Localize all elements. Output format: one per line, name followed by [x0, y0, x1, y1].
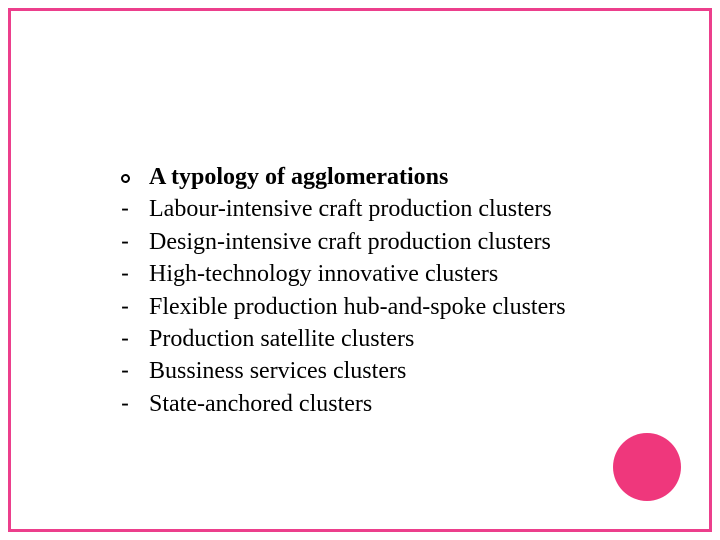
dash-bullet-icon: - [121, 193, 149, 225]
list-item: - Production satellite clusters [121, 323, 709, 355]
list-item-text: Design-intensive craft production cluste… [149, 226, 551, 258]
slide-frame: A typology of agglomerations - Labour-in… [8, 8, 712, 532]
list-item: - Design-intensive craft production clus… [121, 226, 709, 258]
circle-bullet-icon [121, 161, 149, 193]
heading-row: A typology of agglomerations [121, 161, 709, 193]
list-item-text: Bussiness services clusters [149, 355, 406, 387]
list-item-text: Flexible production hub-and-spoke cluste… [149, 291, 566, 323]
list-item-text: High-technology innovative clusters [149, 258, 498, 290]
list-item-text: Production satellite clusters [149, 323, 414, 355]
slide-content: A typology of agglomerations - Labour-in… [11, 11, 709, 420]
dash-bullet-icon: - [121, 291, 149, 323]
dash-bullet-icon: - [121, 226, 149, 258]
list-item-text: State-anchored clusters [149, 388, 372, 420]
list-item: - Labour-intensive craft production clus… [121, 193, 709, 225]
list-item: - Bussiness services clusters [121, 355, 709, 387]
accent-circle-icon [613, 433, 681, 501]
dash-bullet-icon: - [121, 355, 149, 387]
list-item-text: Labour-intensive craft production cluste… [149, 193, 552, 225]
list-item: - State-anchored clusters [121, 388, 709, 420]
list-item: - Flexible production hub-and-spoke clus… [121, 291, 709, 323]
dash-bullet-icon: - [121, 323, 149, 355]
heading-text: A typology of agglomerations [149, 161, 448, 193]
dash-bullet-icon: - [121, 258, 149, 290]
list-item: - High-technology innovative clusters [121, 258, 709, 290]
dash-bullet-icon: - [121, 388, 149, 420]
